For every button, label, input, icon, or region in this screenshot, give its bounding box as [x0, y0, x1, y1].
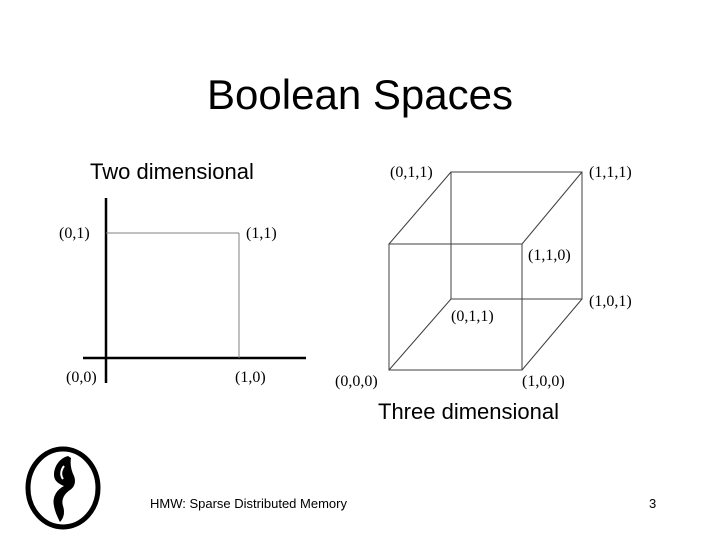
- cube-edge-top-left: [388, 171, 452, 245]
- vertex-label-0-1-1-inner: (0,1,1): [451, 308, 494, 325]
- slide-title: Boolean Spaces: [207, 71, 513, 118]
- cube-edge-bottom-left: [388, 298, 452, 371]
- cube-front-face: [388, 243, 523, 371]
- vertex-label-0-1-1-top: (0,1,1): [390, 164, 433, 181]
- cube-back-face: [450, 171, 583, 300]
- cube-edge-bottom-right: [521, 298, 583, 371]
- vertex-label-0-0-0: (0,0,0): [335, 373, 378, 390]
- vertex-label-1-1-1: (1,1,1): [589, 164, 632, 181]
- three-dimensional-cube: [388, 171, 583, 371]
- vertex-label-0-1: (0,1): [59, 225, 90, 242]
- vertex-label-1-1: (1,1): [246, 225, 277, 242]
- footer-text: HMW: Sparse Distributed Memory: [150, 496, 347, 511]
- emblem-logo-icon: [25, 446, 101, 530]
- caption-three-dimensional: Three dimensional: [378, 399, 559, 424]
- vertex-label-1-0-0: (1,0,0): [522, 373, 565, 390]
- three-dimensional-labels: (0,1,1) (1,1,1) (1,1,0) (1,0,1) (0,1,1) …: [335, 164, 632, 390]
- two-dimensional-square: (0,1) (1,1) (0,0) (1,0): [59, 198, 306, 386]
- vertex-label-1-0-1: (1,0,1): [589, 293, 632, 310]
- caption-two-dimensional: Two dimensional: [90, 159, 254, 184]
- cube-edge-top-right: [521, 171, 583, 245]
- vertex-label-0-0: (0,0): [66, 369, 97, 386]
- vertex-label-1-0: (1,0): [235, 369, 266, 386]
- page-number: 3: [649, 496, 657, 511]
- vertex-label-1-1-0: (1,1,0): [528, 247, 571, 264]
